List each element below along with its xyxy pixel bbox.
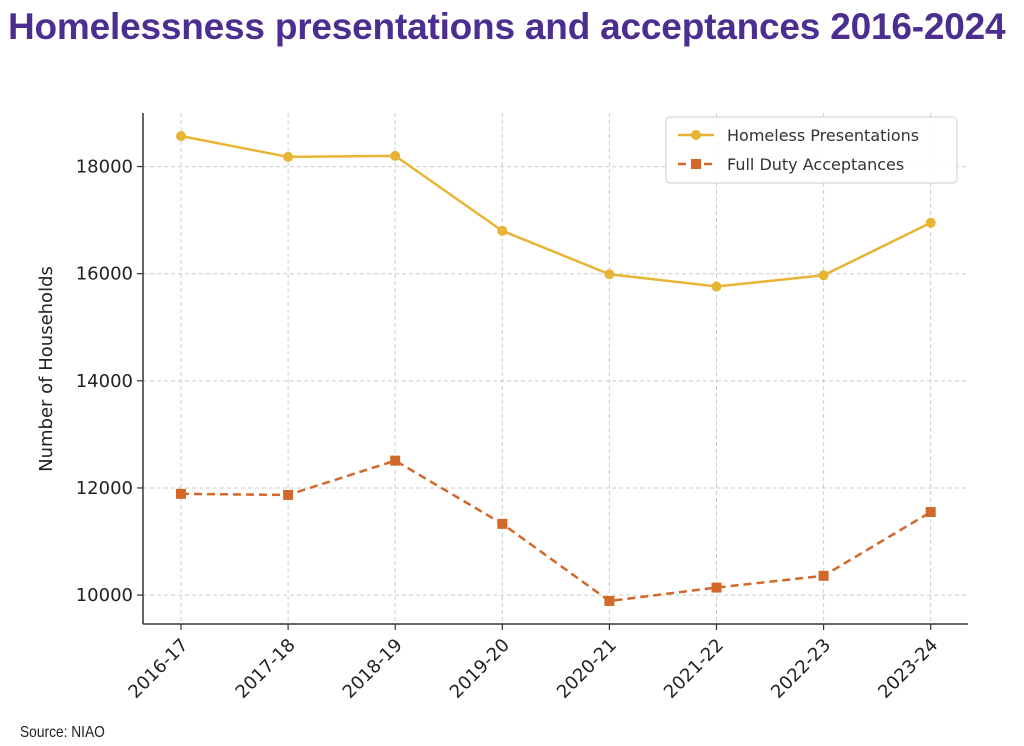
y-tick-label: 10000 [76,585,133,606]
data-point-presentations [283,151,294,162]
data-point-acceptances [497,518,508,529]
x-tick-label: 2019-20 [446,635,514,703]
chart-title: Homelessness presentations and acceptanc… [8,6,1006,47]
source-note: Source: NIAO [20,724,105,741]
legend-marker-presentations [691,130,701,140]
data-point-presentations [925,217,936,228]
gridlines [143,113,968,624]
data-point-acceptances [925,507,936,518]
data-point-acceptances [283,489,294,500]
data-point-presentations [604,269,615,280]
y-tick-label: 14000 [76,371,133,392]
legend: Homeless Presentations Full Duty Accepta… [665,116,958,184]
data-point-acceptances [176,488,186,499]
x-tick-label: 2023-24 [874,635,942,703]
y-tick-label: 12000 [76,478,133,499]
legend-marker-acceptances [691,159,701,169]
data-point-presentations [497,225,508,236]
x-tick-label: 2016-17 [124,635,192,703]
data-point-acceptances [818,570,829,581]
data-point-presentations [176,131,186,142]
series-line-acceptances [180,459,932,603]
x-ticks: 2016-17 2017-18 2018-19 2019-20 2020-21 2021-… [124,624,942,703]
y-tick-label: 16000 [76,264,133,285]
axes [142,113,968,625]
x-tick-label: 2017-18 [232,635,300,703]
x-tick-label: 2022-23 [767,635,835,703]
series-line-presentations [180,134,932,288]
legend-label-acceptances: Full Duty Acceptances [727,155,904,174]
data-point-presentations [711,281,722,292]
legend-box [665,116,958,184]
x-tick-label: 2018-19 [339,635,407,703]
y-tick-label: 18000 [76,157,133,178]
data-point-acceptances [390,455,401,466]
x-tick-label: 2020-21 [553,635,621,703]
data-point-acceptances [711,582,722,593]
y-axis-title: Number of Households [36,266,57,472]
series [176,131,936,606]
legend-label-presentations: Homeless Presentations [727,126,919,145]
data-point-presentations [818,270,829,281]
data-point-acceptances [604,595,615,606]
data-point-presentations [390,150,401,161]
x-tick-label: 2021-22 [660,635,728,703]
y-ticks: 10000 12000 14000 16000 18000 [76,157,143,606]
